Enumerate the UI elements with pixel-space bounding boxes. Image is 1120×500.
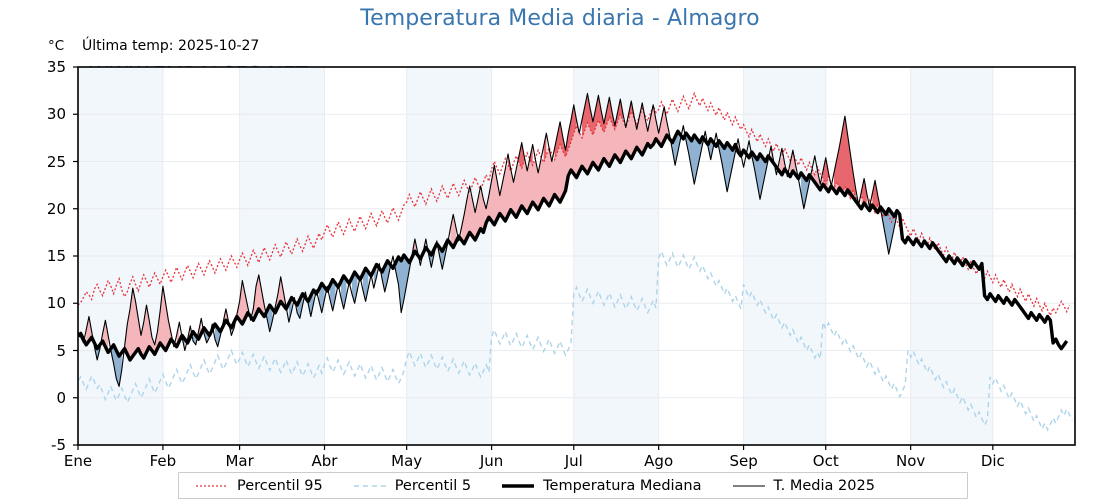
last-temperature-label: Última temp: 2025-10-27 (82, 38, 260, 54)
x-tick-label: Dic (980, 452, 1005, 470)
x-tick-label: Jul (564, 452, 583, 470)
x-tick-label: Abr (311, 452, 338, 470)
x-tick-label: Feb (149, 452, 177, 470)
y-tick-label: 35 (46, 58, 66, 76)
legend-line-percentil-5 (353, 484, 386, 487)
legend-item-percentil-95[interactable]: Percentil 95 (195, 473, 323, 498)
x-tick-label: Oct (812, 452, 839, 470)
x-tick-label: May (391, 452, 423, 470)
y-tick-label: 15 (46, 247, 66, 265)
y-tick-label: -5 (51, 436, 66, 454)
y-tick-label: 0 (56, 388, 66, 407)
legend-item-temperatura-mediana[interactable]: Temperatura Mediana (501, 473, 702, 498)
x-tick-label: Ene (63, 452, 93, 470)
legend-item-t-media-2025[interactable]: T. Media 2025 (732, 473, 875, 498)
page-title: Temperatura Media diaria - Almagro (360, 6, 760, 31)
y-tick-label: 20 (46, 199, 66, 218)
legend-line-percentil-95 (196, 484, 228, 487)
chart-legend: Percentil 95 Percentil 5 Temperatura Med… (178, 472, 968, 499)
legend-label-temperatura-mediana: Temperatura Mediana (543, 477, 702, 494)
x-tick-label: Nov (896, 452, 926, 470)
y-tick-label: 10 (46, 294, 66, 313)
legend-item-percentil-5[interactable]: Percentil 5 (353, 473, 471, 498)
y-axis-unit-label: °C (48, 38, 65, 54)
x-tick-label: Jun (479, 452, 504, 470)
y-tick-label: 30 (46, 105, 66, 124)
legend-label-percentil-95: Percentil 95 (237, 477, 323, 494)
x-tick-label: Sep (729, 452, 758, 470)
legend-label-t-media-2025: T. Media 2025 (773, 477, 875, 494)
y-tick-label: 5 (56, 341, 66, 360)
x-tick-label: Ago (644, 452, 674, 470)
legend-line-t-media-2025 (732, 484, 765, 487)
legend-label-percentil-5: Percentil 5 (394, 477, 472, 494)
legend-line-temperatura-mediana (502, 483, 535, 488)
y-tick-label: 25 (46, 152, 66, 171)
x-tick-label: Mar (225, 452, 254, 470)
